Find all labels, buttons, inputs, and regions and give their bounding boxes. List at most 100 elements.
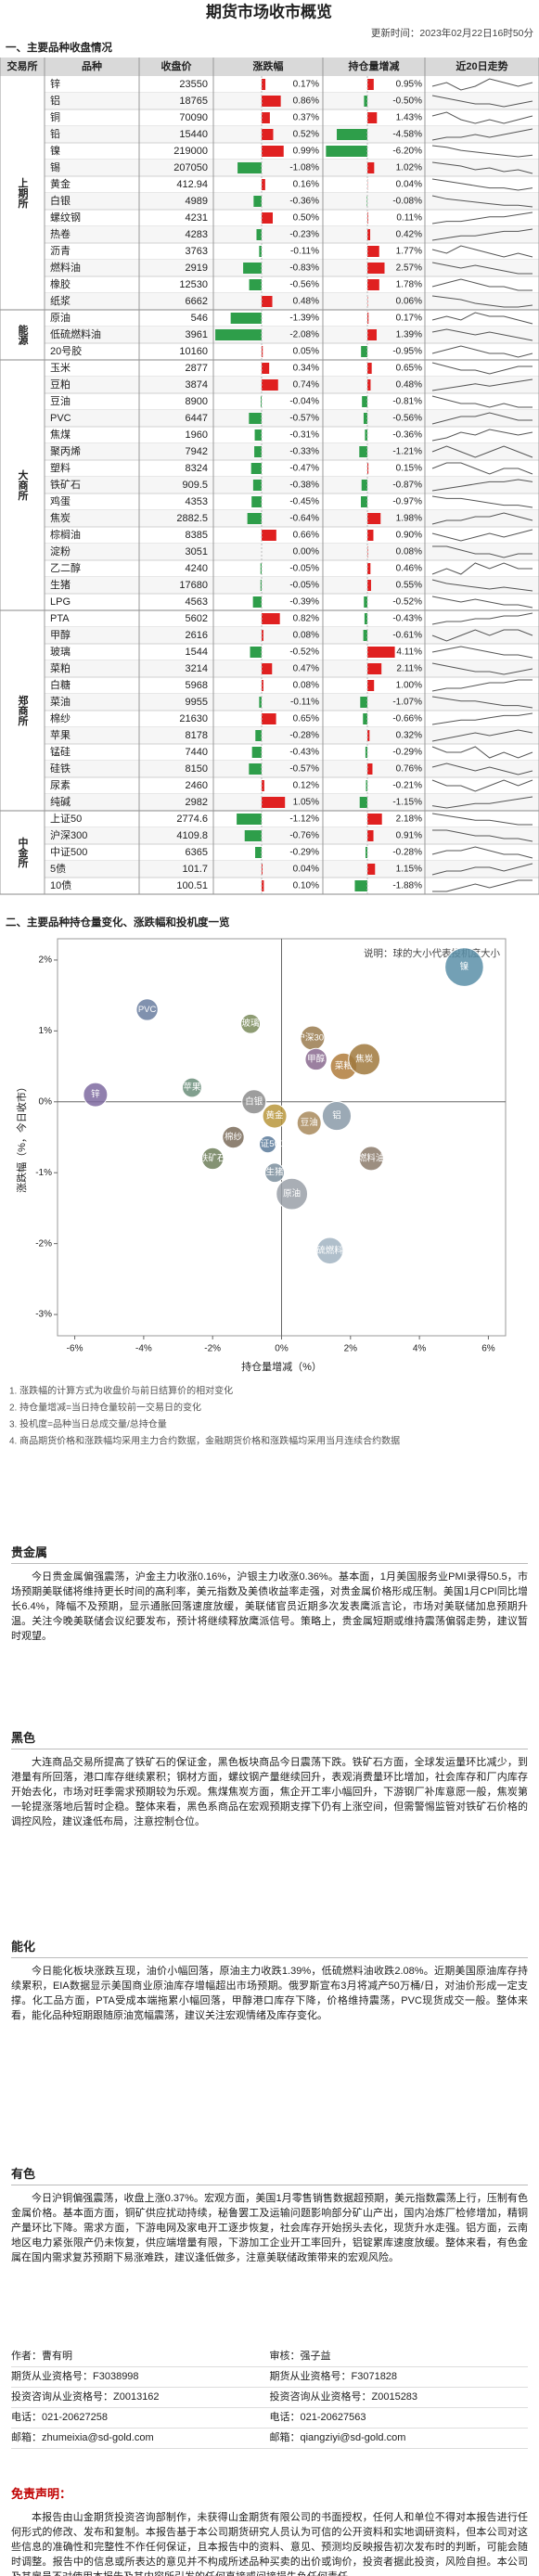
chart-footnote: 1. 涨跌幅的计算方式为收盘价与前日结算价的相对变化 (9, 1385, 233, 1397)
oi-label: 1.78% (396, 280, 422, 290)
sparkline (431, 278, 533, 291)
close: 8900 (186, 396, 208, 407)
name: 玻璃 (50, 645, 71, 658)
change-label: 0.65% (293, 714, 319, 724)
name: 沪深300 (50, 828, 87, 841)
sparkline (431, 846, 533, 859)
sparkline (431, 612, 533, 625)
change-bar (249, 279, 262, 290)
name: 原油 (50, 311, 71, 324)
change-bar (249, 763, 262, 775)
oi-bar (367, 563, 371, 574)
close: 10160 (179, 346, 208, 357)
oi-label: 0.48% (396, 380, 422, 391)
oi-bar (367, 79, 374, 90)
sparkline (431, 712, 533, 725)
oi-bar (367, 830, 374, 841)
change-bar (262, 96, 281, 107)
change-bar (243, 263, 262, 274)
name: 锌 (50, 77, 60, 90)
oi-bar (365, 847, 367, 858)
spacer (0, 1480, 539, 1535)
header-row (0, 58, 539, 76)
change-label: -1.08% (289, 163, 319, 173)
change-label: 0.10% (293, 881, 319, 891)
row-band (45, 577, 539, 594)
oi-label: -4.58% (392, 130, 422, 140)
change-bar (262, 129, 274, 140)
name: 热卷 (50, 227, 71, 240)
bubble-label: 棉纱 (225, 1132, 243, 1143)
sparkline (431, 763, 533, 775)
change-bar (262, 146, 284, 157)
oi-bar (367, 279, 379, 290)
sparkline (431, 696, 533, 709)
chart-footnote: 3. 投机度=品种当日总成交量/总持仓量 (9, 1418, 167, 1430)
close: 546 (191, 313, 208, 324)
close: 21630 (179, 713, 208, 724)
change-bar (262, 630, 263, 641)
oi-label: 0.95% (396, 80, 422, 90)
change-bar (262, 212, 273, 224)
oi-label: 2.11% (396, 664, 422, 674)
close: 4989 (186, 196, 208, 207)
oi-label: 0.17% (396, 314, 422, 324)
row-band (45, 293, 539, 310)
oi-label: 1.43% (396, 113, 422, 123)
section-title: 一、主要品种收盘情况 (6, 41, 112, 54)
change-label: -2.08% (289, 330, 319, 340)
oi-bar (367, 730, 370, 741)
sparkline (431, 629, 533, 642)
sparkline (431, 579, 533, 592)
close: 17680 (179, 580, 208, 591)
row-band (45, 260, 539, 276)
sparkline (431, 312, 533, 325)
name: 乙二醇 (50, 561, 81, 574)
change-bar (256, 229, 262, 240)
sparkline (431, 863, 533, 876)
name: 燃料油 (50, 261, 81, 274)
close: 3214 (186, 663, 208, 674)
oi-label: -1.15% (392, 798, 422, 808)
change-label: -0.47% (289, 464, 319, 474)
oi-label: 1.98% (396, 514, 422, 524)
paragraph: 今日贵金属偏强震荡，沪金主力收涨0.16%，沪银主力收涨0.36%。基本面，1月… (11, 1571, 528, 1642)
change-bar (215, 329, 262, 340)
change-label: -1.39% (289, 314, 319, 324)
sparkline (431, 596, 533, 609)
close: 5602 (186, 613, 208, 624)
oi-bar (367, 513, 381, 524)
sparkline (431, 462, 533, 475)
sparkline (431, 295, 533, 308)
name: 棕榈油 (50, 528, 81, 541)
analyst-line: 投资咨询从业资格号：Z0015283 (269, 2388, 528, 2408)
oi-bar (363, 413, 367, 424)
y-tick-label: 2% (39, 955, 53, 966)
sparkline (431, 345, 533, 358)
analyst-line: 投资咨询从业资格号：Z0013162 (11, 2388, 270, 2408)
oi-bar (367, 162, 375, 173)
row-band (45, 93, 539, 109)
sparkline (431, 662, 533, 675)
change-bar (262, 379, 278, 391)
page-title: 期货市场收市概览 (206, 2, 332, 20)
sparkline (431, 495, 533, 508)
name: 尿素 (50, 779, 71, 791)
oi-bar (367, 663, 382, 674)
analyst-line: 邮箱：qiangziyi@sd-gold.com (269, 2429, 528, 2449)
name: 铝 (50, 94, 60, 107)
close: 2919 (186, 263, 208, 274)
paragraph: 今日能化板块涨跌互现，油价小幅回落，原油主力收跌1.39%，低硫燃料油收跌2.0… (11, 1966, 528, 2021)
y-tick-label: 1% (39, 1026, 53, 1036)
oi-bar (367, 580, 371, 591)
bubble-label: 燃料油 (358, 1152, 385, 1163)
bubble-label: 沪深300 (297, 1032, 329, 1044)
y-tick-label: 0% (39, 1096, 53, 1107)
name: 淀粉 (50, 545, 71, 557)
oi-bar (361, 480, 367, 491)
oi-label: 0.08% (396, 547, 422, 557)
close: 909.5 (182, 480, 208, 491)
change-bar (230, 313, 262, 324)
exchange: 中金所 (17, 836, 30, 868)
sparkline (431, 328, 533, 341)
